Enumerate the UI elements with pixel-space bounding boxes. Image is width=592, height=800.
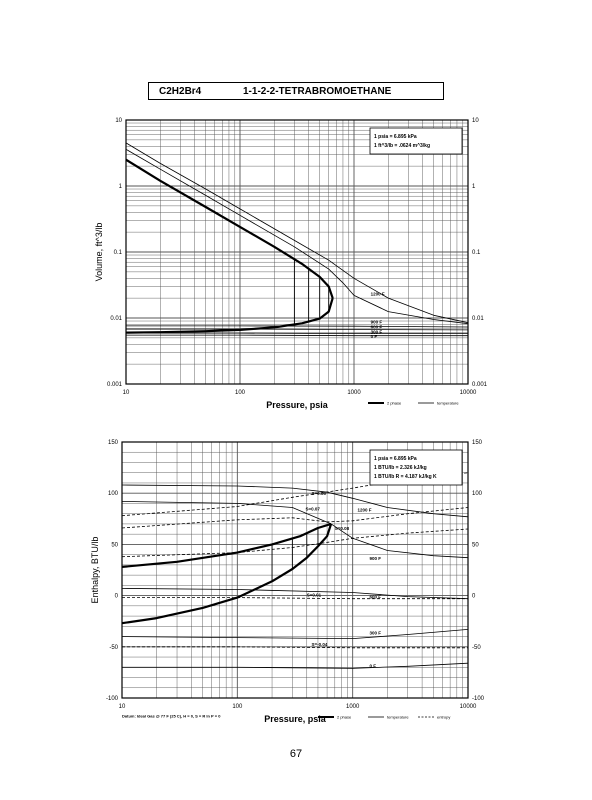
y-tick-label-right: 10 — [472, 118, 479, 124]
chemical-formula: C2H2Br4 — [159, 86, 202, 97]
curve-annotation: S=-0.04 — [312, 642, 328, 647]
y-axis-label: Enthalpy, BTU/lb — [90, 537, 100, 604]
legend-label: temperature — [387, 715, 409, 720]
y-tick-label-right: 0 — [472, 594, 476, 600]
temperature-curve — [121, 484, 469, 518]
two-phase-curve — [121, 523, 333, 625]
temperature-curve — [121, 629, 469, 640]
curve-annotation: 1200 F — [371, 291, 385, 296]
y-tick-label-right: 150 — [472, 440, 483, 446]
two-phase-curve — [125, 158, 334, 299]
temperature-curve — [126, 332, 468, 335]
datum-footnote: Datum: Ideal Gas @ 77 F (25 C), H = 0, S… — [122, 714, 221, 719]
y-tick-label-right: -100 — [472, 696, 485, 702]
y-tick-label-right: -50 — [472, 645, 481, 651]
legend-label: 2 phase — [387, 401, 402, 406]
two-phase-curve — [121, 522, 332, 568]
temperature-curve — [126, 328, 469, 331]
curve-annotation: 300 F — [370, 631, 382, 636]
x-tick-label: 1000 — [346, 704, 360, 710]
legend-label: temperature — [437, 401, 459, 406]
curve-annotation: S=0.06 — [312, 491, 327, 496]
plot-frame — [121, 441, 469, 699]
conversion-info-box — [369, 449, 463, 486]
y-tick-label-left: 10 — [115, 118, 122, 124]
y-tick-label-left: 100 — [108, 491, 119, 497]
conversion-text: 1 psia = 6.895 kPa — [374, 456, 417, 462]
curve-annotation: 600 F — [371, 325, 383, 330]
entropy-curve — [122, 646, 468, 649]
x-tick-label: 100 — [232, 704, 243, 710]
x-tick-label: 10 — [119, 704, 126, 710]
entropy-curve — [122, 597, 468, 600]
conversion-text: 1 BTU/lb = 2.326 kJ/kg — [374, 465, 427, 471]
x-tick-label: 100 — [235, 390, 246, 396]
y-tick-label-left: 0.1 — [114, 250, 123, 256]
conversion-info-box — [369, 127, 463, 155]
enthalpy-pressure-chart: 10 100 1000 10000 -100 -100 -50 -50 0 0 50 50 100 100… — [90, 440, 485, 724]
curve-annotation: 600 F — [370, 595, 382, 600]
entropy-curve — [121, 528, 469, 558]
curve-annotation: 900 F — [370, 556, 382, 561]
y-tick-label-left: 0.001 — [107, 382, 123, 388]
curve-annotation: 900 F — [371, 319, 383, 324]
y-tick-label-right: 100 — [472, 491, 483, 497]
y-tick-label-left: 50 — [111, 542, 118, 548]
plot-frame — [125, 119, 469, 385]
temperature-curve — [121, 588, 469, 600]
y-tick-label-left: -50 — [109, 645, 118, 651]
y-axis-label: Volume, ft^3/lb — [94, 223, 104, 282]
y-tick-label-right: 1 — [472, 184, 476, 190]
y-tick-label-left: 0.01 — [110, 316, 122, 322]
temperature-curve — [125, 148, 469, 325]
y-tick-label-left: 1 — [119, 184, 123, 190]
volume-pressure-chart: 10 100 1000 10000 0.001 0.001 0.01 0.01 0.1 0.1 1 1… — [94, 118, 488, 410]
curve-annotation: 300 F — [371, 330, 383, 335]
curve-annotation: 0 F — [370, 663, 377, 668]
chart-title-box: C2H2Br4 1-1-2-2-TETRABROMOETHANE — [148, 82, 444, 100]
page-number: 67 — [289, 748, 303, 760]
curve-annotation: S=0.07 — [306, 507, 321, 512]
temperature-curve — [125, 142, 469, 324]
curve-annotation: S=0.01 — [307, 593, 322, 598]
entropy-curve — [121, 472, 469, 517]
y-tick-label-right: 0.001 — [472, 382, 488, 388]
x-tick-label: 1000 — [347, 390, 361, 396]
temperature-curve — [126, 334, 468, 337]
conversion-text: 1 ft^3/lb = .0624 m^3/kg — [374, 143, 430, 149]
chemical-name: 1-1-2-2-TETRABROMOETHANE — [243, 86, 392, 97]
y-tick-label-right: 0.1 — [472, 250, 481, 256]
legend-label: entropy — [437, 715, 450, 720]
conversion-text: 1 BTU/lb R = 4.187 kJ/kg K — [374, 474, 437, 480]
curve-annotation: S=0.08 — [335, 526, 350, 531]
y-tick-label-left: 0 — [115, 594, 119, 600]
y-tick-label-left: -100 — [106, 696, 119, 702]
x-axis-label: Pressure, psia — [266, 400, 329, 410]
temperature-curve — [121, 501, 469, 559]
y-tick-label-right: 0.01 — [472, 316, 484, 322]
y-tick-label-right: 50 — [472, 542, 479, 548]
x-tick-label: 10 — [123, 390, 130, 396]
curve-annotation: 1200 F — [357, 508, 371, 513]
curve-annotation: 0 F — [371, 334, 378, 339]
x-tick-label: 10000 — [460, 390, 477, 396]
temperature-curve — [126, 325, 469, 328]
two-phase-curve — [125, 297, 334, 334]
entropy-curve — [121, 507, 469, 529]
x-axis-label: Pressure, psia — [264, 714, 327, 724]
legend-label: 2 phase — [337, 715, 352, 720]
temperature-curve — [122, 662, 469, 669]
y-tick-label-left: 150 — [108, 440, 119, 446]
conversion-text: 1 psia = 6.895 kPa — [374, 134, 417, 140]
x-tick-label: 10000 — [460, 704, 477, 710]
